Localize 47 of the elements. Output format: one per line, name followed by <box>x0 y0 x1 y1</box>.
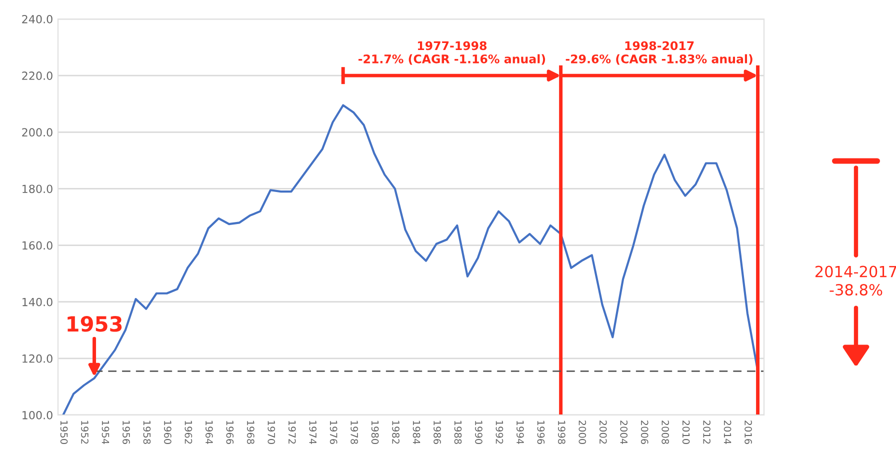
x-tick-label: 1954 <box>102 420 110 444</box>
x-tick-label: 1992 <box>496 420 504 444</box>
x-tick-label: 1966 <box>226 420 234 444</box>
y-tick-label: 140.0 <box>22 298 52 306</box>
x-tick-label: 1968 <box>246 420 254 444</box>
x-tick-label: 1984 <box>412 420 420 444</box>
line-series <box>62 104 759 415</box>
x-tick-label: 2002 <box>599 420 607 444</box>
x-tick-label: 2000 <box>578 420 586 444</box>
y-tick-label: 220.0 <box>22 72 52 80</box>
x-tick-label: 2006 <box>640 420 648 444</box>
annotation: 1998-2017 -29.6% (CAGR -1.83% anual) <box>566 41 752 65</box>
x-tick-label: 1998 <box>558 420 566 444</box>
x-tick-label: 1988 <box>454 420 462 444</box>
x-tick-label: 1986 <box>434 420 441 444</box>
x-tick-label: 2010 <box>682 420 690 444</box>
x-tick-label: 1970 <box>268 420 276 444</box>
x-tick-label: 2004 <box>620 420 628 444</box>
x-tick-label: 2014 <box>724 420 732 444</box>
x-tick-label: 1960 <box>164 420 172 444</box>
x-tick-label: 1996 <box>537 420 545 444</box>
x-tick-label: 2008 <box>662 420 670 444</box>
x-tick-label: 1950 <box>60 420 68 444</box>
y-tick-label: 180.0 <box>22 184 52 194</box>
x-tick-label: 1994 <box>516 420 524 444</box>
x-tick-label: 1980 <box>371 420 379 444</box>
y-tick-label: 240.0 <box>22 14 52 24</box>
x-tick-label: 1974 <box>309 420 317 444</box>
x-tick-label: 1952 <box>81 420 88 444</box>
x-tick-label: 2016 <box>744 420 752 444</box>
x-tick-label: 1962 <box>184 420 192 444</box>
annotation: 1953 <box>68 316 122 332</box>
x-tick-label: 1958 <box>143 420 151 444</box>
x-tick-label: 1978 <box>350 420 358 444</box>
y-tick-label: 120.0 <box>22 354 52 363</box>
x-tick-label: 1972 <box>288 420 296 444</box>
x-tick-label: 2012 <box>703 420 710 444</box>
x-tick-label: 1976 <box>330 420 338 444</box>
x-tick-label: 1956 <box>122 420 130 444</box>
x-tick-label: 1982 <box>392 420 400 444</box>
y-tick-label: 100.0 <box>22 410 52 420</box>
x-tick-label: 1990 <box>475 420 482 444</box>
text: 2014-2017 -38.8% <box>815 266 896 296</box>
x-tick-label: 1964 <box>206 420 213 444</box>
y-tick-label: 160.0 <box>22 241 52 250</box>
y-tick-label: 200.0 <box>22 128 52 137</box>
annotation: 1977-1998 -21.7% (CAGR -1.16% anual) <box>358 41 546 65</box>
